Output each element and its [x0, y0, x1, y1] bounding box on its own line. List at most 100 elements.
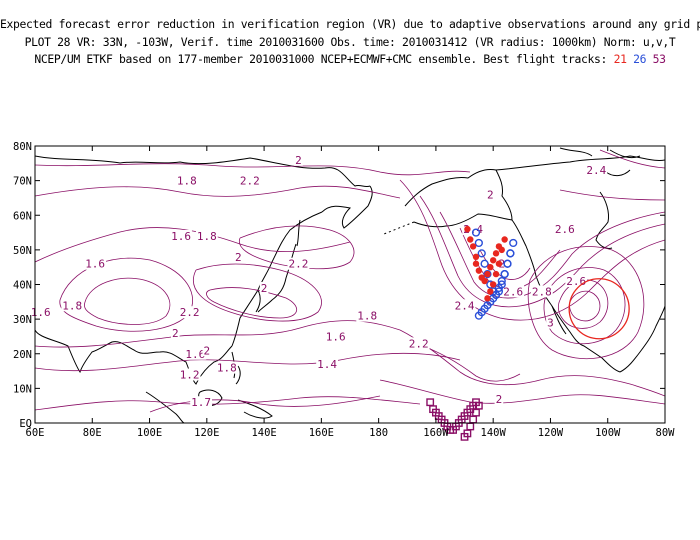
contour-label-bg: [215, 361, 238, 374]
coast-chukotka: [321, 185, 373, 229]
flight-track-26: [471, 228, 518, 320]
track-point: [509, 238, 518, 248]
contour-label-bg: [61, 299, 84, 312]
lon-label: 120E: [194, 427, 219, 439]
track-id-blue: 26: [633, 52, 647, 66]
lon-label: 80W: [656, 427, 676, 439]
track-point: [494, 283, 504, 293]
track-point: [426, 398, 435, 407]
contour-label-bg: [502, 285, 525, 298]
contour-label: 2.2: [289, 258, 309, 271]
lon-label: 100W: [595, 427, 621, 439]
plot-subtitle: PLOT 28 VR: 33N, -103W, Verif. time 2010…: [24, 35, 676, 49]
track-point: [469, 243, 477, 250]
verification-region-circle: [568, 278, 630, 340]
coast-sakhalin: [296, 219, 301, 247]
contour-label-bg: [238, 174, 261, 187]
track-point: [475, 267, 483, 274]
latitude-axis: 80N 70N 60N 50N 40N 30N 20N 10N EQ: [13, 141, 665, 430]
contour-label-bg: [287, 257, 310, 270]
contour-label: 1.8: [62, 299, 82, 312]
track-point: [489, 257, 497, 264]
coast-alaska: [404, 169, 513, 228]
contour-label: 1.6: [326, 330, 346, 343]
contour-label: 1.6: [31, 306, 51, 319]
contour-label: 2.6: [503, 285, 523, 298]
contour-label: 1.8: [217, 362, 237, 375]
track-point: [481, 277, 488, 285]
coast-canada-north: [495, 155, 665, 171]
track-point: [503, 259, 512, 268]
contour-label: 2.4: [455, 299, 475, 312]
contour-label: 3: [547, 317, 554, 330]
track-point: [484, 295, 491, 302]
contour-label-bg: [170, 230, 192, 243]
coast-asia-east: [231, 211, 323, 347]
contour-label: 2: [496, 393, 503, 406]
track-point: [484, 270, 491, 278]
track-point: [487, 263, 494, 271]
contour-label: 1.7: [191, 396, 211, 409]
lon-label: 60E: [26, 427, 45, 439]
ensemble-info-text: NCEP/UM ETKF based on 177-member 2010031…: [34, 52, 614, 66]
contour-label-bg: [407, 337, 430, 350]
lon-label: 160E: [309, 427, 334, 439]
contour-label: 1.8: [177, 175, 197, 188]
track-point: [474, 311, 483, 320]
contour-label-bg: [530, 285, 553, 298]
track-point: [495, 260, 503, 267]
track-id-purple: 53: [652, 52, 666, 66]
contour-label: 2.6: [566, 275, 586, 288]
contour-label: 2: [172, 327, 179, 340]
contour-label: 1.6: [85, 258, 105, 271]
lat-label: 70N: [13, 176, 32, 188]
contour-label-bg: [553, 223, 576, 236]
contour-label: 2.2: [409, 337, 429, 350]
contour-label-bg: [171, 326, 180, 339]
coastlines: [35, 147, 665, 423]
track-point: [474, 238, 483, 248]
contour-label-bg: [84, 257, 107, 270]
contour-labels: 1.8 2.221.61.6 1.822.221.61.82.221.61.21.8…: [29, 153, 608, 409]
track-point: [492, 270, 500, 278]
track-point: [472, 253, 480, 260]
coast-new-guinea: [237, 399, 273, 419]
track-point: [497, 276, 506, 286]
lat-label: 60N: [13, 210, 32, 222]
coast-sumatra: [145, 391, 185, 423]
track-point: [483, 270, 492, 279]
lon-label: 160W: [423, 427, 449, 439]
track-point: [480, 259, 489, 268]
track-point: [501, 236, 508, 243]
lat-label: 30N: [13, 314, 32, 326]
contour-label-bg: [184, 347, 207, 360]
lon-label: 180: [369, 427, 388, 439]
contour-label-bg: [234, 250, 243, 263]
contour-label-bg: [195, 230, 218, 243]
contour-label: 1.8: [357, 310, 377, 323]
contour-label-bg: [324, 330, 347, 343]
lat-label: 10N: [13, 383, 32, 395]
longitude-axis: 60E 80E 100E 120E 140E 160E 180 160W 140W 120W 100…: [26, 146, 676, 439]
contour-label: 2.6: [555, 223, 575, 236]
lat-label: 40N: [13, 280, 32, 292]
contour-label-bg: [202, 344, 212, 357]
ensemble-info-line: NCEP/UM ETKF based on 177-member 2010031…: [0, 52, 700, 66]
contour-label-bg: [486, 188, 495, 201]
coast-baja: [551, 305, 567, 335]
lat-label: 50N: [13, 245, 32, 257]
coast-north-america-west: [511, 219, 621, 373]
track-point: [464, 225, 471, 233]
flight-track-21: [464, 225, 508, 302]
contour-label: 2.8: [532, 285, 552, 298]
track-point: [460, 432, 469, 441]
lon-label: 140E: [251, 427, 276, 439]
lat-label: 80N: [13, 141, 32, 153]
contour-label: 2: [295, 154, 302, 167]
lon-label: 100E: [137, 427, 162, 439]
track-point: [492, 250, 500, 257]
contour-label-bg: [546, 316, 555, 329]
coast-arctic-islands: [559, 147, 641, 177]
coast-gulf: [619, 305, 665, 373]
lat-label: 20N: [13, 349, 32, 361]
